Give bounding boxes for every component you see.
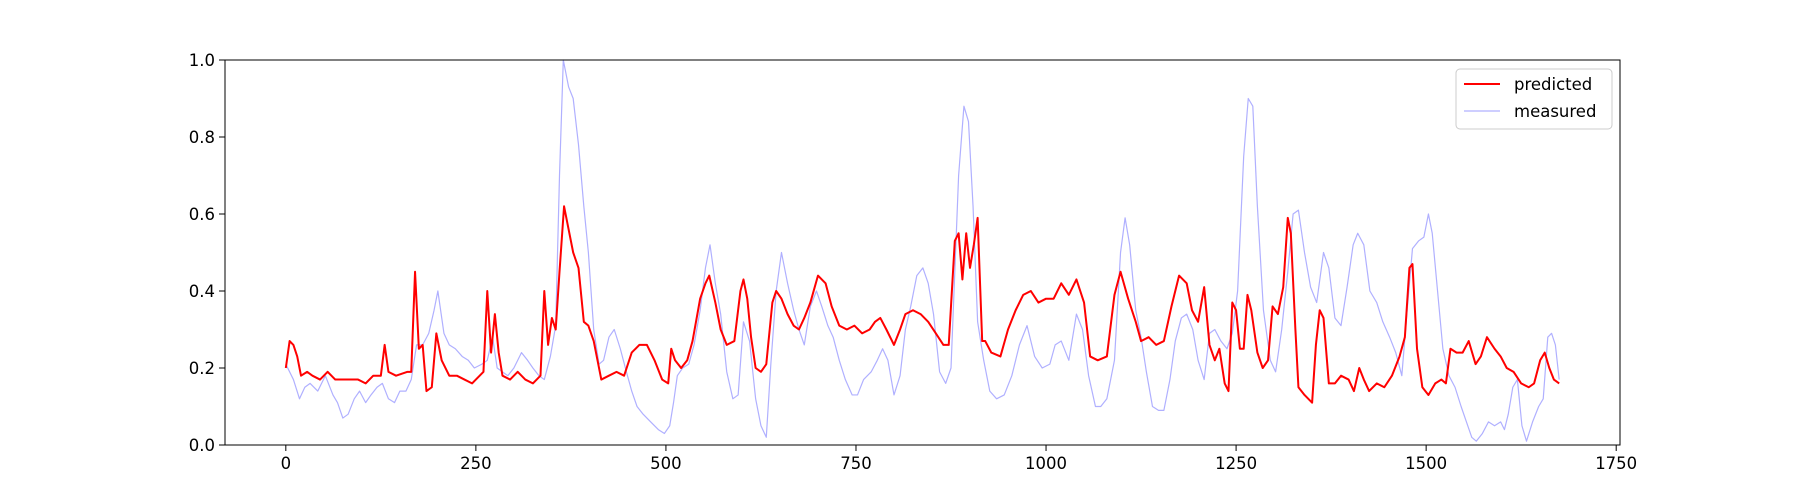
x-tick-label: 500 — [650, 454, 682, 473]
x-tick-label: 1000 — [1025, 454, 1067, 473]
legend-predicted-label: predicted — [1514, 75, 1592, 94]
x-tick-label: 1500 — [1405, 454, 1447, 473]
series-line-measured — [285, 59, 1560, 442]
x-axis: 0 250 500 750 1000 1250 1500 1750 — [281, 445, 1637, 473]
y-tick-label: 0.4 — [189, 282, 215, 301]
legend: predicted measured — [1455, 68, 1613, 130]
y-tick-label: 0.2 — [189, 359, 215, 378]
plot-frame — [224, 59, 1621, 446]
series-lines — [284, 59, 1560, 442]
y-tick-label: 0.0 — [189, 436, 215, 455]
x-tick-label: 1750 — [1595, 454, 1637, 473]
y-tick-label: 0.8 — [189, 128, 215, 147]
x-tick-label: 0 — [281, 454, 292, 473]
x-tick-label: 250 — [460, 454, 492, 473]
series-line-predicted — [284, 205, 1560, 404]
x-tick-label: 1250 — [1215, 454, 1257, 473]
x-tick-label: 750 — [840, 454, 872, 473]
y-tick-label: 0.6 — [189, 205, 215, 224]
y-axis: 0.0 0.2 0.4 0.6 0.8 1.0 — [189, 51, 225, 455]
y-tick-label: 1.0 — [189, 51, 215, 70]
legend-measured-label: measured — [1514, 102, 1596, 121]
